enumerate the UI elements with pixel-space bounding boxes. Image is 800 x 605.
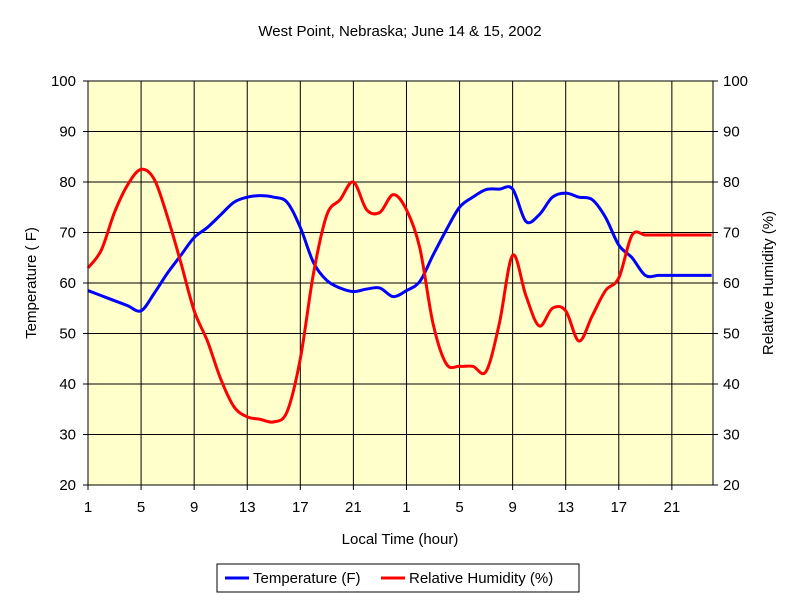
series-line-humidity bbox=[86, 167, 712, 424]
y2-tick-label: 100 bbox=[723, 73, 748, 90]
x-tick-label: 1 bbox=[402, 499, 410, 516]
y-tick-label: 30 bbox=[59, 427, 76, 444]
x-tick-label: 17 bbox=[292, 499, 309, 516]
y-tick-label: 100 bbox=[51, 73, 76, 90]
x-tick-label: 21 bbox=[664, 499, 681, 516]
y2-tick-label: 60 bbox=[723, 275, 740, 292]
series-line-temperature bbox=[87, 185, 712, 313]
y-tick-label: 80 bbox=[59, 174, 76, 191]
y-tick-label: 60 bbox=[59, 275, 76, 292]
y2-tick-label: 80 bbox=[723, 174, 740, 191]
y-tick-label: 20 bbox=[59, 477, 76, 494]
y2-tick-label: 50 bbox=[723, 326, 740, 343]
series-layer bbox=[86, 167, 712, 424]
y2-tick-label: 20 bbox=[723, 477, 740, 494]
chart-title: West Point, Nebraska; June 14 & 15, 2002 bbox=[258, 23, 541, 40]
y2-tick-label: 90 bbox=[723, 124, 740, 141]
x-tick-label: 17 bbox=[610, 499, 627, 516]
x-tick-label: 13 bbox=[557, 499, 574, 516]
x-tick-label: 21 bbox=[345, 499, 362, 516]
y2-tick-label: 30 bbox=[723, 427, 740, 444]
y2-axis-title: Relative Humidity (%) bbox=[760, 211, 777, 355]
x-tick-label: 5 bbox=[455, 499, 463, 516]
x-tick-label: 5 bbox=[137, 499, 145, 516]
y2-tick-label: 70 bbox=[723, 225, 740, 242]
axes: 20 20 30 30 40 40 50 50 60 60 70 70 80 80 90 90 100 100 1 5… bbox=[51, 73, 748, 516]
legend-label-humidity: Relative Humidity (%) bbox=[409, 570, 553, 587]
x-axis-title: Local Time (hour) bbox=[342, 531, 459, 548]
x-tick-label: 1 bbox=[84, 499, 92, 516]
x-tick-label: 9 bbox=[508, 499, 516, 516]
y-tick-label: 70 bbox=[59, 225, 76, 242]
legend: Temperature (F) Relative Humidity (%) bbox=[216, 563, 580, 593]
y-tick-label: 40 bbox=[59, 376, 76, 393]
y-tick-label: 90 bbox=[59, 124, 76, 141]
y-tick-label: 50 bbox=[59, 326, 76, 343]
y-axis-title: Temperature ( F) bbox=[23, 227, 40, 339]
x-tick-label: 13 bbox=[239, 499, 256, 516]
grid-lines bbox=[87, 80, 713, 486]
legend-label-temperature: Temperature (F) bbox=[253, 570, 361, 587]
x-tick-label: 9 bbox=[190, 499, 198, 516]
y2-tick-label: 40 bbox=[723, 376, 740, 393]
